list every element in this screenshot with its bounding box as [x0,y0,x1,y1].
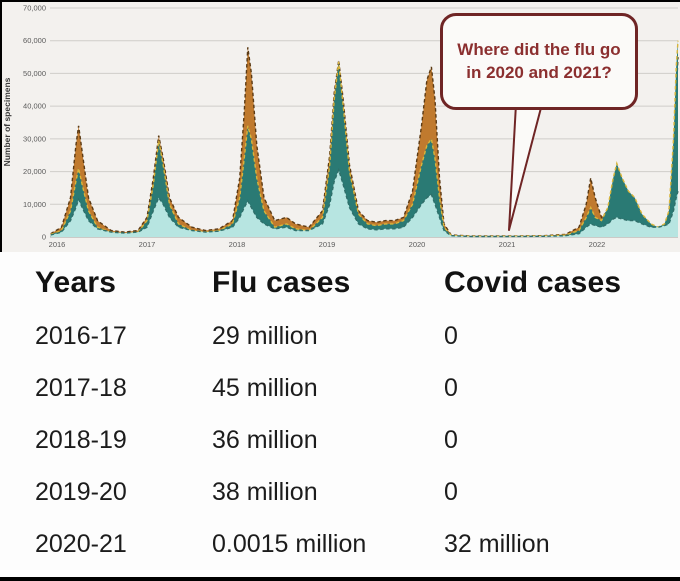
cell-covid-cases: 0 [444,322,458,350]
svg-text:2018: 2018 [229,240,246,249]
cell-years: 2017-18 [35,374,127,402]
column-header-covid-cases: Covid cases [444,266,622,299]
table-row: 2018-19 36 million 0 [35,426,680,455]
image-left-border [0,0,2,252]
svg-text:2021: 2021 [499,240,516,249]
table-row: 2020-21 0.0015 million 32 million [35,530,680,559]
cell-flu-cases: 29 million [212,322,318,350]
annotation-speech-bubble: Where did the flu go in 2020 and 2021? [440,13,638,110]
cell-years: 2019-20 [35,478,127,506]
cell-flu-cases: 38 million [212,478,318,506]
column-header-flu-cases: Flu cases [212,266,351,299]
cell-years: 2020-21 [35,530,127,558]
cell-covid-cases: 32 million [444,530,550,558]
table-row: 2017-18 45 million 0 [35,374,680,403]
svg-text:50,000: 50,000 [23,69,46,78]
cell-years: 2018-19 [35,426,127,454]
table-body: 2016-17 29 million 0 2017-18 45 million … [35,322,680,559]
annotation-line-2: in 2020 and 2021? [466,62,612,82]
svg-text:40,000: 40,000 [23,102,46,111]
cell-flu-cases: 45 million [212,374,318,402]
table-header-row: Years Flu cases Covid cases [35,266,680,300]
table-row: 2019-20 38 million 0 [35,478,680,507]
cell-covid-cases: 0 [444,426,458,454]
column-header-years: Years [35,266,117,299]
svg-text:2017: 2017 [139,240,156,249]
table-row: 2016-17 29 million 0 [35,322,680,351]
svg-text:10,000: 10,000 [23,200,46,209]
cell-covid-cases: 0 [444,478,458,506]
image-top-border [0,0,680,2]
flu-specimens-chart: 0 10,000 20,000 30,000 40,000 50,000 60,000 70,… [0,0,680,252]
svg-text:70,000: 70,000 [23,4,46,13]
svg-text:60,000: 60,000 [23,36,46,45]
flu-covid-comparison-table: Years Flu cases Covid cases 2016-17 29 m… [0,252,680,577]
svg-text:2022: 2022 [589,240,606,249]
svg-text:2016: 2016 [49,240,66,249]
image-bottom-border [0,577,680,581]
annotation-line-1: Where did the flu go [457,39,621,59]
svg-text:20,000: 20,000 [23,167,46,176]
cell-years: 2016-17 [35,322,127,350]
flu-specimens-chart-canvas: 0 10,000 20,000 30,000 40,000 50,000 60,000 70,… [2,4,679,249]
svg-text:Number of specimens: Number of specimens [2,77,12,166]
cell-covid-cases: 0 [444,374,458,402]
svg-text:2020: 2020 [409,240,426,249]
cell-flu-cases: 0.0015 million [212,530,367,558]
svg-text:30,000: 30,000 [23,134,46,143]
svg-text:0: 0 [42,233,46,242]
svg-text:2019: 2019 [319,240,336,249]
cell-flu-cases: 36 million [212,426,318,454]
